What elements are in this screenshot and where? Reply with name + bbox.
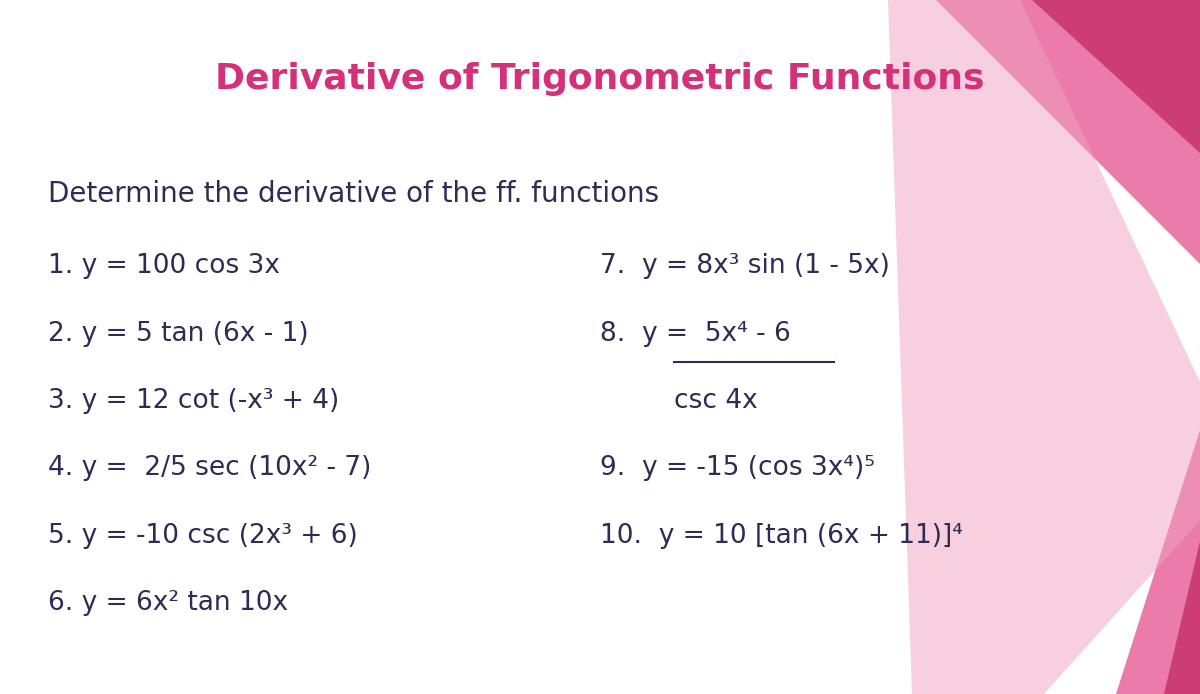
- Text: 8.  y =  5x⁴ - 6: 8. y = 5x⁴ - 6: [600, 321, 791, 346]
- Text: 4. y =  2/5 sec (10x² - 7): 4. y = 2/5 sec (10x² - 7): [48, 455, 371, 481]
- Text: 3. y = 12 cot (-x³ + 4): 3. y = 12 cot (-x³ + 4): [48, 388, 340, 414]
- Polygon shape: [888, 0, 1200, 694]
- Polygon shape: [1032, 0, 1200, 153]
- Text: Determine the derivative of the ff. functions: Determine the derivative of the ff. func…: [48, 180, 659, 208]
- Text: 2. y = 5 tan (6x - 1): 2. y = 5 tan (6x - 1): [48, 321, 308, 346]
- Text: 7.  y = 8x³ sin (1 - 5x): 7. y = 8x³ sin (1 - 5x): [600, 253, 890, 279]
- Polygon shape: [1164, 541, 1200, 694]
- Text: csc 4x: csc 4x: [674, 388, 758, 414]
- Text: 1. y = 100 cos 3x: 1. y = 100 cos 3x: [48, 253, 280, 279]
- Polygon shape: [1116, 430, 1200, 694]
- Text: 10.  y = 10 [tan (6x + 11)]⁴: 10. y = 10 [tan (6x + 11)]⁴: [600, 523, 962, 548]
- Text: 6. y = 6x² tan 10x: 6. y = 6x² tan 10x: [48, 590, 288, 616]
- Text: 9.  y = -15 (cos 3x⁴)⁵: 9. y = -15 (cos 3x⁴)⁵: [600, 455, 875, 481]
- Polygon shape: [936, 0, 1200, 264]
- Text: 5. y = -10 csc (2x³ + 6): 5. y = -10 csc (2x³ + 6): [48, 523, 358, 548]
- Text: Derivative of Trigonometric Functions: Derivative of Trigonometric Functions: [215, 62, 985, 96]
